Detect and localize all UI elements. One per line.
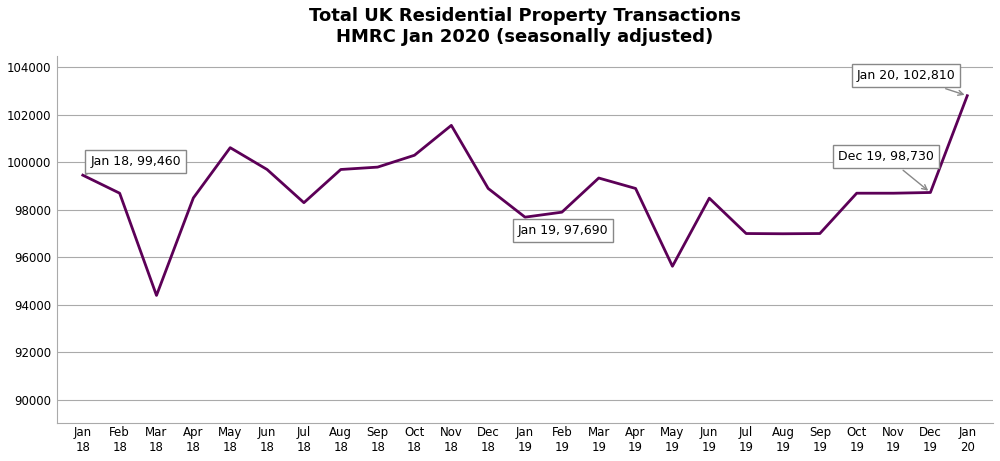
Text: Jan 18, 99,460: Jan 18, 99,460 — [85, 155, 181, 174]
Text: Jan 19, 97,690: Jan 19, 97,690 — [518, 224, 608, 236]
Title: Total UK Residential Property Transactions
HMRC Jan 2020 (seasonally adjusted): Total UK Residential Property Transactio… — [309, 7, 741, 46]
Text: Jan 20, 102,810: Jan 20, 102,810 — [857, 69, 963, 95]
Text: Dec 19, 98,730: Dec 19, 98,730 — [838, 150, 934, 190]
